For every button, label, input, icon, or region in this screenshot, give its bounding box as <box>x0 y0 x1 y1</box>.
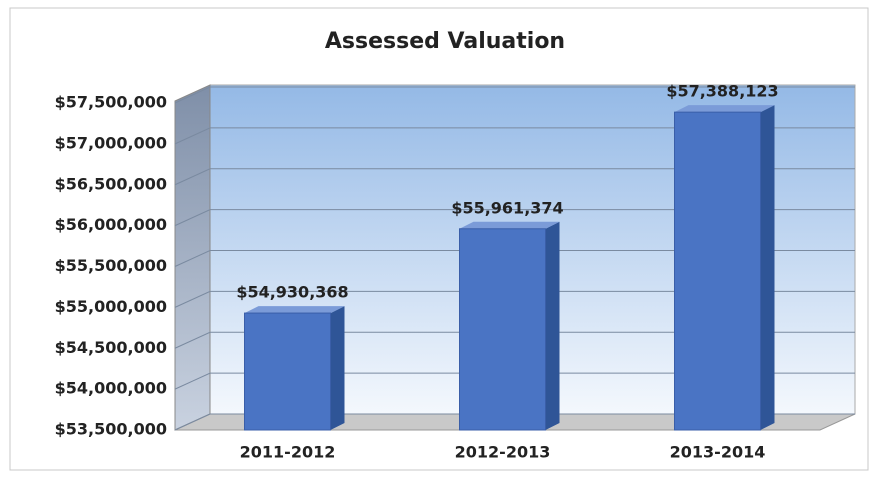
y-tick-label: $54,500,000 <box>55 338 167 357</box>
x-tick-label: 2012-2013 <box>455 443 551 462</box>
y-tick-label: $56,500,000 <box>55 174 167 193</box>
y-tick-label: $54,000,000 <box>55 379 167 398</box>
bar-side <box>545 221 560 430</box>
grid-line <box>174 168 855 186</box>
bar-top <box>459 221 560 229</box>
data-label: $54,930,368 <box>236 283 348 302</box>
bar-side <box>330 306 345 430</box>
grid-line <box>174 413 855 431</box>
x-tick-label: 2013-2014 <box>670 443 766 462</box>
y-tick-label: $55,500,000 <box>55 256 167 275</box>
grid-line <box>174 290 855 308</box>
y-tick-label: $57,500,000 <box>55 93 167 112</box>
grid-line <box>174 372 855 390</box>
y-tick-label: $56,000,000 <box>55 215 167 234</box>
bar-top <box>674 105 775 113</box>
bar-side <box>760 105 775 431</box>
bar <box>459 228 546 431</box>
grid-line <box>174 127 855 145</box>
grid-line <box>174 209 855 227</box>
grid-line <box>174 86 855 104</box>
side-wall <box>174 84 211 431</box>
grid-line <box>174 250 855 267</box>
data-label: $55,961,374 <box>451 198 563 217</box>
bar <box>244 312 331 431</box>
y-tick-label: $53,500,000 <box>55 420 167 439</box>
grid-line <box>174 331 855 349</box>
x-tick-label: 2011-2012 <box>240 443 336 462</box>
y-tick-label: $57,000,000 <box>55 133 167 152</box>
bar <box>674 111 761 431</box>
data-label: $57,388,123 <box>666 82 778 101</box>
y-tick-label: $55,000,000 <box>55 297 167 316</box>
bar-top <box>244 306 345 314</box>
chart-title: Assessed Valuation <box>325 29 565 54</box>
